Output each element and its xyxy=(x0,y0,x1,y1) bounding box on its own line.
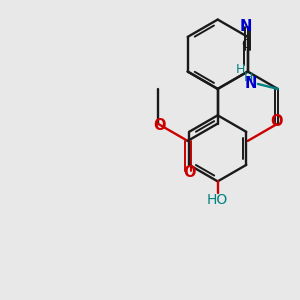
Text: H: H xyxy=(243,71,253,84)
Text: C: C xyxy=(242,38,250,51)
Text: O: O xyxy=(153,118,166,133)
Text: N: N xyxy=(240,20,252,34)
Text: O: O xyxy=(183,165,196,180)
Text: N: N xyxy=(244,76,256,91)
Text: HO: HO xyxy=(207,193,228,206)
Text: O: O xyxy=(270,114,282,129)
Text: H: H xyxy=(236,63,245,76)
